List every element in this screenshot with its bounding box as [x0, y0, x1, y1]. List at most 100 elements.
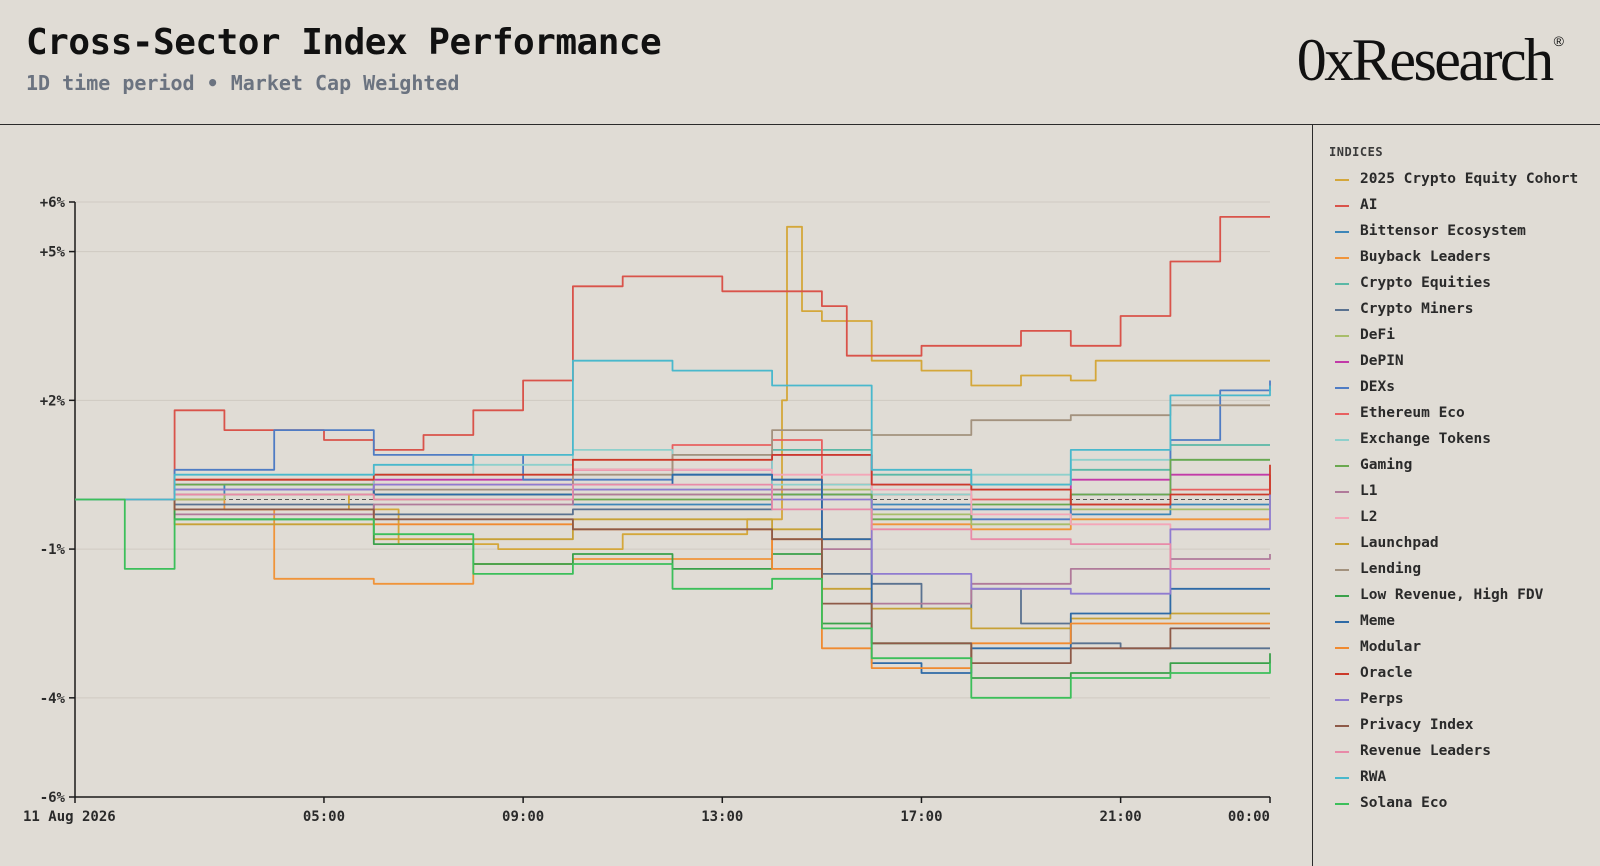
legend-list: 2025 Crypto Equity Cohort AI Bittensor Eco…: [1335, 169, 1595, 819]
legend-label: Meme: [1360, 613, 1395, 629]
legend-swatch: [1335, 413, 1349, 415]
legend-swatch: [1335, 439, 1349, 441]
legend-item[interactable]: Solana Eco: [1335, 793, 1595, 813]
series-line-perps: [75, 483, 1271, 595]
legend-item[interactable]: Crypto Equities: [1335, 273, 1595, 293]
legend-swatch: [1335, 231, 1349, 233]
legend-label: Oracle: [1360, 665, 1413, 681]
x-tick-label: 13:00: [701, 809, 743, 825]
x-tick-label: 00:00: [1228, 809, 1270, 825]
legend-label: 2025 Crypto Equity Cohort: [1360, 171, 1579, 187]
series-line-solana-eco: [75, 498, 1271, 699]
line-chart: +6% +5% +2% -1% -4% -6% 11 Aug 2026 05:00 09:00 1…: [23, 195, 1271, 825]
legend-swatch: [1335, 387, 1349, 389]
legend-item[interactable]: AI: [1335, 195, 1595, 215]
legend-swatch: [1335, 803, 1349, 805]
legend-swatch: [1335, 725, 1349, 727]
legend-label: Modular: [1360, 639, 1422, 655]
chart-title: Cross-Sector Index Performance: [26, 22, 662, 63]
series-line-ai: [75, 216, 1270, 501]
x-tick-label: 17:00: [900, 809, 942, 825]
legend-swatch: [1335, 283, 1349, 285]
legend-swatch: [1335, 517, 1349, 519]
legend-item[interactable]: Revenue Leaders: [1335, 741, 1595, 761]
brand-logo: 0xResearch ®: [1297, 26, 1564, 95]
legend-swatch: [1335, 751, 1349, 753]
legend-label: Crypto Equities: [1360, 275, 1491, 291]
y-tick-label: +2%: [40, 393, 66, 409]
series-line-revenue-leaders: [75, 483, 1270, 570]
legend-item[interactable]: Crypto Miners: [1335, 299, 1595, 319]
legend-item[interactable]: Privacy Index: [1335, 715, 1595, 735]
legend-label: Solana Eco: [1360, 795, 1448, 811]
legend-swatch: [1335, 257, 1349, 259]
legend-item[interactable]: Oracle: [1335, 663, 1595, 683]
legend-swatch: [1335, 179, 1349, 181]
legend-swatch: [1335, 647, 1349, 649]
logo-text: 0xResearch: [1296, 27, 1554, 93]
legend-label: RWA: [1360, 769, 1387, 785]
x-tick-label: 09:00: [502, 809, 544, 825]
header: Cross-Sector Index Performance 1D time p…: [0, 0, 1600, 125]
legend-item[interactable]: DEXs: [1335, 377, 1595, 397]
legend-item[interactable]: Modular: [1335, 637, 1595, 657]
legend-item[interactable]: Exchange Tokens: [1335, 429, 1595, 449]
legend-item[interactable]: Buyback Leaders: [1335, 247, 1595, 267]
legend-swatch: [1335, 777, 1349, 779]
legend-item[interactable]: Lending: [1335, 559, 1595, 579]
y-tick-label: -1%: [40, 542, 66, 558]
legend-item[interactable]: 2025 Crypto Equity Cohort: [1335, 169, 1595, 189]
legend-swatch: [1335, 673, 1349, 675]
series-line-privacy-index: [75, 498, 1270, 664]
x-tick-label: 11 Aug 2026: [23, 809, 116, 825]
legend-item[interactable]: Launchpad: [1335, 533, 1595, 553]
legend-label: Exchange Tokens: [1360, 431, 1491, 447]
legend-item[interactable]: DePIN: [1335, 351, 1595, 371]
legend-swatch: [1335, 569, 1349, 571]
legend-label: Gaming: [1360, 457, 1413, 473]
legend-item[interactable]: L2: [1335, 507, 1595, 527]
legend-swatch: [1335, 465, 1349, 467]
legend-label: DEXs: [1360, 379, 1395, 395]
legend-swatch: [1335, 335, 1349, 337]
legend-item[interactable]: DeFi: [1335, 325, 1595, 345]
legend-item[interactable]: L1: [1335, 481, 1595, 501]
y-tick-label: +6%: [40, 195, 66, 211]
legend-swatch: [1335, 309, 1349, 311]
legend-item[interactable]: RWA: [1335, 767, 1595, 787]
x-tick-label: 21:00: [1100, 809, 1142, 825]
chart-subtitle: 1D time period • Market Cap Weighted: [26, 71, 460, 95]
legend-label: Privacy Index: [1360, 717, 1474, 733]
legend-label: DeFi: [1360, 327, 1395, 343]
legend-label: L2: [1360, 509, 1378, 525]
legend-label: Ethereum Eco: [1360, 405, 1465, 421]
legend-swatch: [1335, 699, 1349, 701]
y-tick-label: +5%: [40, 245, 66, 261]
series-line-2025-crypto-equity-cohort: [75, 225, 1270, 550]
legend-swatch: [1335, 361, 1349, 363]
legend-label: Revenue Leaders: [1360, 743, 1491, 759]
y-tick-label: -6%: [40, 790, 66, 806]
registered-mark: ®: [1553, 33, 1564, 49]
legend-item[interactable]: Low Revenue, High FDV: [1335, 585, 1595, 605]
legend-item[interactable]: Gaming: [1335, 455, 1595, 475]
legend-panel: INDICES 2025 Crypto Equity Cohort AI Bitte…: [1312, 125, 1600, 866]
legend-item[interactable]: Meme: [1335, 611, 1595, 631]
legend-item[interactable]: Perps: [1335, 689, 1595, 709]
legend-heading: INDICES: [1329, 145, 1384, 159]
legend-label: Perps: [1360, 691, 1404, 707]
legend-item[interactable]: Bittensor Ecosystem: [1335, 221, 1595, 241]
legend-swatch: [1335, 621, 1349, 623]
legend-label: L1: [1360, 483, 1378, 499]
legend-swatch: [1335, 491, 1349, 493]
legend-label: Low Revenue, High FDV: [1360, 587, 1544, 603]
legend-swatch: [1335, 205, 1349, 207]
legend-label: AI: [1360, 197, 1378, 213]
legend-label: Lending: [1360, 561, 1422, 577]
legend-label: Bittensor Ecosystem: [1360, 223, 1526, 239]
legend-label: Launchpad: [1360, 535, 1439, 551]
legend-swatch: [1335, 543, 1349, 545]
legend-label: Crypto Miners: [1360, 301, 1474, 317]
legend-item[interactable]: Ethereum Eco: [1335, 403, 1595, 423]
series-line-rwa: [75, 359, 1271, 501]
